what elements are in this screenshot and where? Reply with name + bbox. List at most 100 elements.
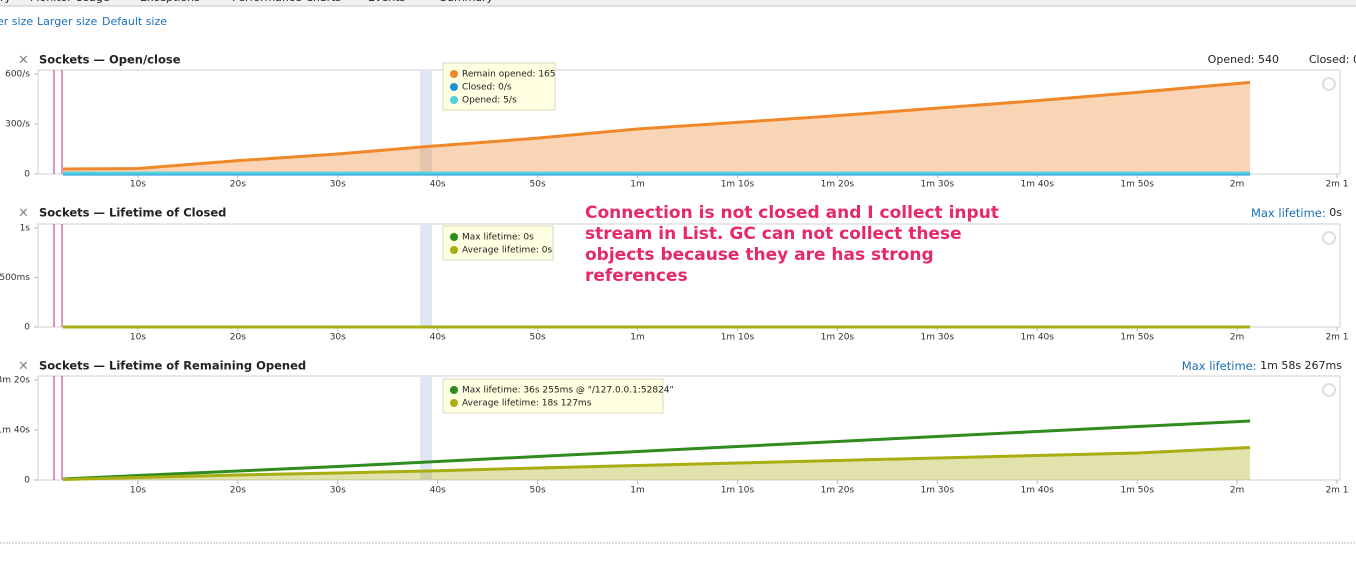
header-stat: Closed: 0: [1309, 53, 1356, 66]
y-tick-label: 3m 20s: [0, 376, 30, 386]
header-value: 0s: [1329, 206, 1342, 219]
x-tick-label: 40s: [430, 486, 446, 496]
x-tick-label: 1m 10s: [721, 333, 755, 343]
x-tick-label: 1m 20s: [821, 180, 855, 190]
x-tick-label: 2m: [1230, 180, 1245, 190]
x-tick-label: 40s: [430, 180, 446, 190]
tooltip: [442, 378, 664, 414]
close-icon[interactable]: ×: [18, 359, 29, 374]
toolbar-link[interactable]: Default size: [102, 15, 167, 28]
header-stat: Max lifetime: 1m 58s 267ms: [1182, 359, 1342, 373]
x-tick-label: 10s: [130, 180, 146, 190]
annotation: references: [585, 266, 688, 286]
annotation: Connection is not closed and I collect i…: [585, 203, 999, 223]
tooltip-text: Closed: 0/s: [462, 83, 512, 93]
x-tick-label: 1m 10s: [721, 486, 755, 496]
toolbar-link[interactable]: er size: [0, 15, 33, 28]
tab[interactable]: ry: [0, 0, 12, 4]
header-value: 1m 58s 267ms: [1260, 359, 1342, 372]
tooltip: [442, 62, 556, 111]
x-tick-label: 50s: [530, 180, 546, 190]
x-tick-label: 2m 1: [1325, 180, 1348, 190]
x-tick-label: 1m 30s: [921, 486, 955, 496]
tooltip-text: Max lifetime: 0s: [462, 233, 534, 243]
tab[interactable]: Performance Charts: [232, 0, 341, 4]
x-tick-label: 2m 1: [1325, 486, 1348, 496]
x-tick-label: 2m: [1230, 486, 1245, 496]
x-tick-label: 10s: [130, 486, 146, 496]
x-tick-label: 1m 40s: [1020, 333, 1054, 343]
tooltip-swatch: [450, 70, 458, 78]
x-tick-label: 1m 50s: [1120, 180, 1154, 190]
toolbar-link[interactable]: Larger size: [37, 15, 98, 28]
tooltip-swatch: [450, 246, 458, 254]
y-tick-label: 0: [24, 170, 30, 180]
x-tick-label: 1m 40s: [1020, 180, 1054, 190]
tooltip-text: Average lifetime: 18s 127ms: [462, 399, 592, 409]
x-tick-label: 1m 20s: [821, 486, 855, 496]
tooltip-text: Remain opened: 165: [462, 70, 556, 80]
x-tick-label: 30s: [330, 180, 346, 190]
x-tick-label: 1m 30s: [921, 180, 955, 190]
tab-bar: [0, 0, 1356, 6]
series-area: [62, 447, 1251, 480]
series-line: [62, 419, 1251, 481]
tooltip-text: Max lifetime: 36s 255ms @ "/127.0.0.1:52…: [462, 386, 674, 396]
close-icon[interactable]: ×: [18, 53, 29, 68]
tab[interactable]: Monitor Usage: [30, 0, 110, 4]
x-tick-label: 1m: [630, 333, 645, 343]
gear-icon[interactable]: [1322, 231, 1336, 245]
y-tick-label: 600/s: [5, 70, 30, 80]
close-icon[interactable]: ×: [18, 206, 29, 221]
x-tick-label: 1m 50s: [1120, 333, 1154, 343]
tooltip-swatch: [450, 386, 458, 394]
x-tick-label: 20s: [230, 333, 246, 343]
x-tick-label: 20s: [230, 486, 246, 496]
x-tick-label: 30s: [330, 333, 346, 343]
x-tick-label: 1m 40s: [1020, 486, 1054, 496]
tooltip-text: Opened: 5/s: [462, 96, 517, 106]
x-tick-label: 1m 20s: [821, 333, 855, 343]
y-tick-label: 0: [24, 323, 30, 333]
y-tick-label: 1s: [20, 224, 31, 234]
x-tick-label: 1m: [630, 486, 645, 496]
cursor-band: [420, 376, 432, 480]
x-tick-label: 1m 10s: [721, 180, 755, 190]
cursor-band: [420, 224, 432, 327]
tooltip-swatch: [450, 96, 458, 104]
chart-title: Sockets — Lifetime of Closed: [39, 206, 226, 220]
y-tick-label: 500ms: [0, 273, 30, 283]
chart-title: Sockets — Lifetime of Remaining Opened: [39, 359, 306, 373]
annotation: objects because they are has strong: [585, 245, 934, 265]
tab[interactable]: Exceptions: [140, 0, 200, 4]
chart-title: Sockets — Open/close: [39, 53, 181, 67]
x-tick-label: 40s: [430, 333, 446, 343]
x-tick-label: 50s: [530, 333, 546, 343]
header-label: Max lifetime:: [1251, 206, 1326, 220]
tab[interactable]: Summary: [440, 0, 494, 4]
x-tick-label: 2m: [1230, 333, 1245, 343]
y-tick-label: 0: [24, 476, 30, 486]
tooltip-swatch: [450, 399, 458, 407]
x-tick-label: 20s: [230, 180, 246, 190]
x-tick-label: 50s: [530, 486, 546, 496]
y-tick-label: 1m 40s: [0, 426, 30, 436]
x-tick-label: 30s: [330, 486, 346, 496]
x-tick-label: 10s: [130, 333, 146, 343]
gear-icon[interactable]: [1322, 383, 1336, 397]
tab[interactable]: Events: [368, 0, 406, 4]
x-tick-label: 1m 30s: [921, 333, 955, 343]
tooltip: [442, 225, 554, 261]
series-line: [62, 80, 1251, 171]
plot-area: [37, 375, 1341, 481]
header-stat: Opened: 540: [1208, 53, 1279, 66]
x-tick-label: 2m 1: [1325, 333, 1348, 343]
y-tick-label: 300/s: [5, 120, 30, 130]
gear-icon[interactable]: [1322, 77, 1336, 91]
header-stat: Max lifetime: 0s: [1251, 206, 1342, 220]
x-tick-label: 1m 50s: [1120, 486, 1154, 496]
x-tick-label: 1m: [630, 180, 645, 190]
annotation: stream in List. GC can not collect these: [585, 224, 962, 244]
